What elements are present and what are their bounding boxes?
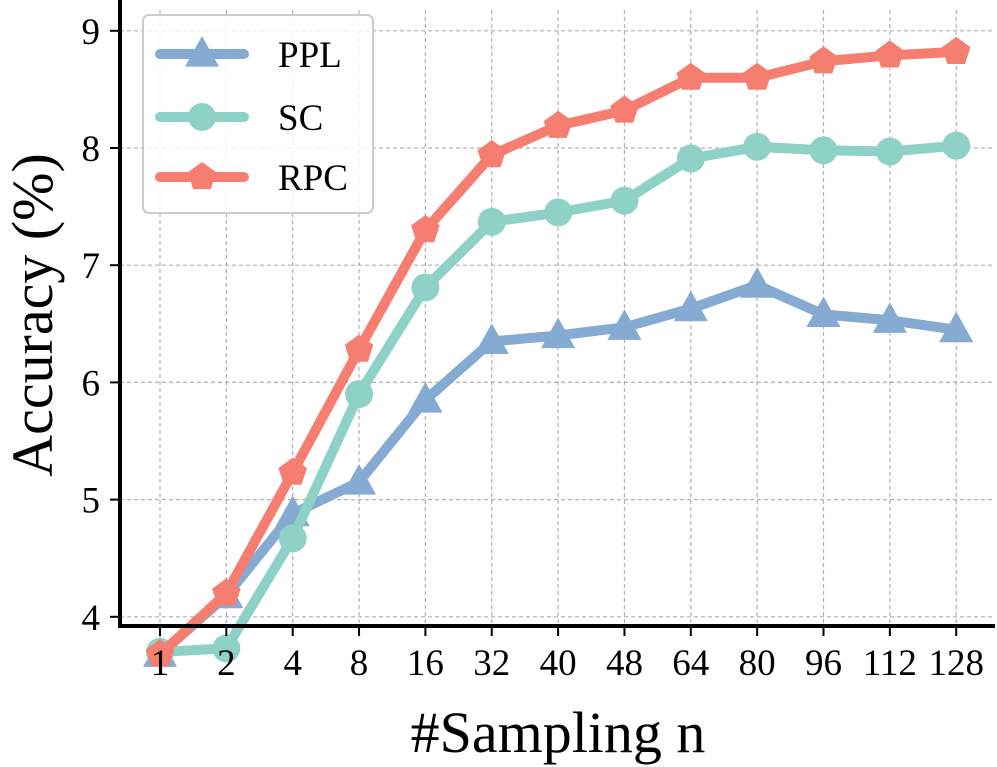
ppl-point-16 [408, 381, 443, 413]
x-tick-label-112: 112 [863, 643, 917, 684]
legend-label-sc: SC [278, 98, 323, 139]
x-tick-label-1: 1 [151, 643, 170, 684]
ppl-point-128 [939, 311, 974, 343]
series-rpc [145, 36, 971, 667]
sc-point-40 [544, 198, 573, 227]
ppl-point-112 [872, 302, 907, 333]
y-tick-label-4: 4 [82, 598, 101, 639]
x-tick-label-96: 96 [805, 643, 842, 684]
rpc-point-64 [676, 62, 706, 90]
x-tick-label-64: 64 [672, 643, 709, 684]
ppl-point-64 [673, 290, 708, 322]
x-tick-label-128: 128 [928, 643, 984, 684]
ppl-point-80 [740, 267, 775, 298]
rpc-point-48 [610, 95, 639, 123]
ppl-point-40 [541, 317, 576, 349]
y-tick-label-7: 7 [82, 246, 101, 287]
x-tick-label-2: 2 [217, 643, 236, 684]
x-tick-label-32: 32 [473, 643, 510, 684]
rpc-point-1 [145, 639, 175, 667]
rpc-point-2 [212, 578, 241, 606]
x-tick-label-48: 48 [606, 643, 643, 684]
plot-series [142, 36, 974, 667]
x-tick-label-80: 80 [739, 643, 776, 684]
legend-label-rpc: RPC [278, 158, 348, 199]
x-tick-label-4: 4 [283, 643, 302, 684]
sc-point-112 [875, 137, 904, 166]
x-tick-label-8: 8 [350, 643, 369, 684]
x-tick-label-40: 40 [540, 643, 577, 684]
ppl-point-96 [806, 296, 841, 327]
rpc-point-112 [875, 40, 905, 68]
ppl-point-8 [341, 464, 377, 495]
rpc-point-80 [742, 62, 772, 90]
legend-item-sc: SC [155, 98, 323, 139]
rpc-point-8 [344, 334, 374, 362]
legend-item-ppl: PPL [155, 35, 342, 76]
y-tick-label-9: 9 [82, 12, 101, 53]
rpc-point-40 [543, 110, 573, 138]
sc-point-8 [345, 380, 374, 409]
sc-point-96 [809, 136, 838, 165]
legend-marker-rpc [187, 162, 217, 190]
ppl-point-48 [607, 309, 642, 340]
rpc-point-96 [809, 46, 838, 74]
y-axis-title: Accuracy (%) [0, 153, 65, 477]
sc-point-4 [278, 524, 307, 553]
sc-point-128 [942, 131, 971, 160]
rpc-point-4 [278, 457, 307, 485]
legend-marker-sc [188, 103, 216, 131]
rpc-point-16 [411, 215, 440, 243]
rpc-point-32 [477, 140, 506, 168]
legend-marker-ppl [184, 36, 220, 67]
legend-item-rpc: RPC [155, 158, 348, 199]
axes [118, 0, 995, 628]
rpc-point-128 [941, 36, 971, 64]
sc-point-32 [477, 207, 506, 236]
y-tick-label-8: 8 [82, 129, 101, 170]
sc-point-48 [610, 186, 639, 215]
y-tick-label-6: 6 [82, 363, 101, 404]
ppl-point-32 [474, 323, 509, 354]
x-axis-title: #Sampling n [411, 700, 706, 765]
sc-point-64 [676, 144, 705, 173]
y-tick-label-5: 5 [82, 481, 101, 522]
sc-point-2 [212, 634, 241, 663]
legend: PPL SC RPC [142, 14, 374, 214]
x-tick-label-16: 16 [407, 643, 444, 684]
legend-label-ppl: PPL [278, 35, 342, 76]
sc-point-16 [411, 273, 440, 302]
sc-point-80 [743, 132, 772, 161]
